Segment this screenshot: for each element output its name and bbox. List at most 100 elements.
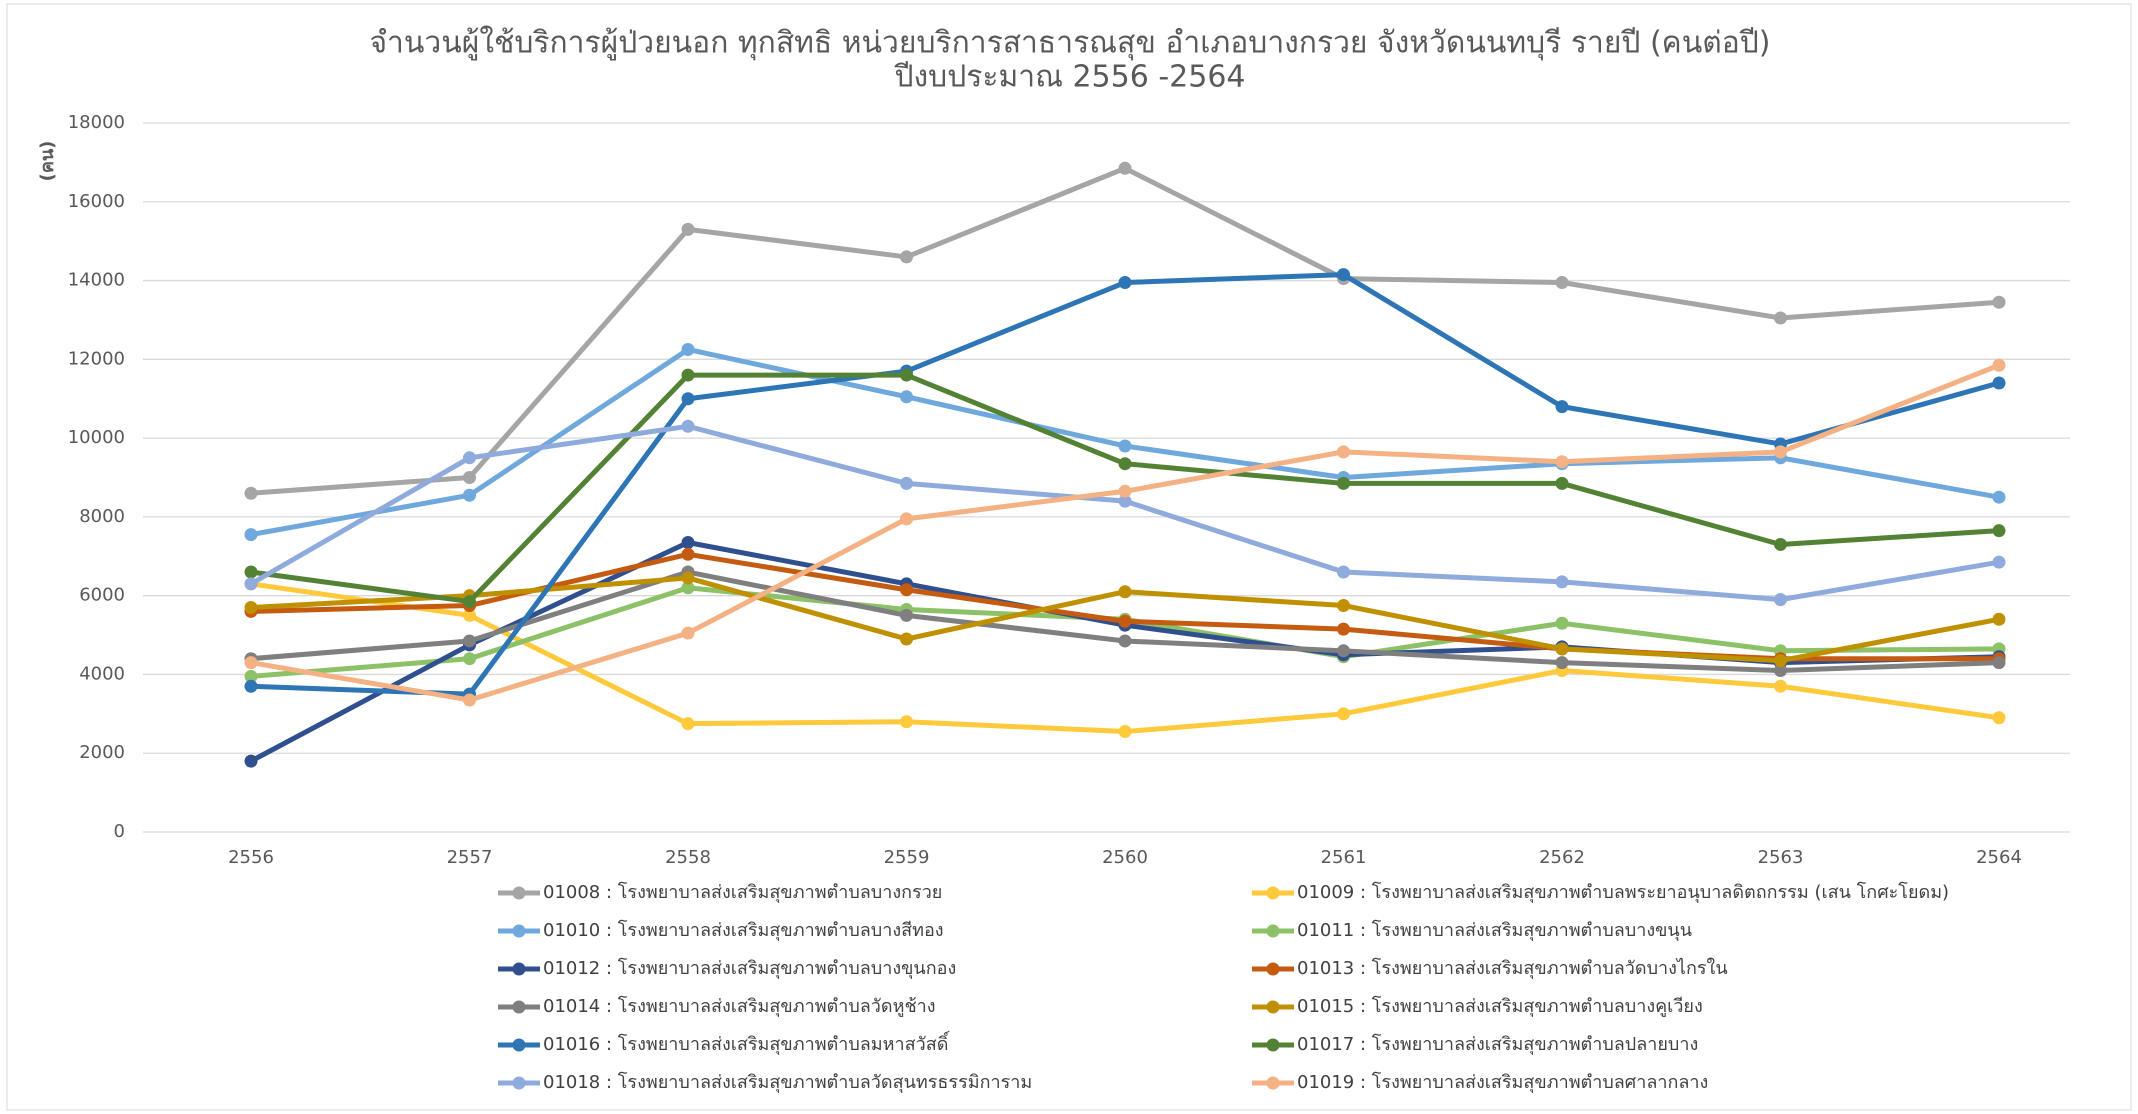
data-point — [463, 693, 476, 707]
data-point — [1555, 656, 1569, 670]
data-point — [681, 571, 695, 585]
x-tick-label: 2557 — [447, 847, 493, 868]
y-tick-label: 0 — [114, 821, 125, 842]
legend-marker — [512, 886, 526, 900]
data-point — [681, 535, 695, 549]
legend-label: 01012 : โรงพยาบาลส่งเสริมสุขภาพตำบลบางขุ… — [543, 957, 956, 979]
x-tick-label: 2561 — [1321, 847, 1367, 868]
data-point — [1118, 161, 1132, 175]
data-point — [1118, 439, 1132, 453]
data-point — [1555, 276, 1569, 290]
data-point — [1337, 565, 1350, 579]
data-point — [900, 608, 913, 622]
chart-title: จำนวนผู้ใช้บริการผู้ป่วยนอก ทุกสิทธิ หน่… — [369, 26, 1770, 62]
x-tick-label: 2564 — [1976, 847, 2022, 868]
legend-marker — [512, 924, 526, 938]
data-point — [1337, 599, 1350, 613]
data-point — [1555, 575, 1569, 589]
x-tick-label: 2563 — [1758, 847, 1804, 868]
data-point — [1337, 476, 1350, 490]
data-point — [681, 547, 695, 561]
data-point — [463, 652, 476, 666]
y-tick-label: 2000 — [79, 742, 125, 763]
data-point — [244, 679, 258, 693]
legend-label: 01019 : โรงพยาบาลส่งเสริมสุขภาพตำบลศาลาก… — [1297, 1071, 1708, 1093]
y-tick-label: 10000 — [68, 427, 125, 448]
data-point — [244, 486, 258, 500]
data-point — [1992, 376, 2006, 390]
data-point — [244, 656, 258, 670]
legend-label: 01011 : โรงพยาบาลส่งเสริมสุขภาพตำบลบางขน… — [1297, 919, 1692, 941]
data-point — [1774, 311, 1787, 325]
data-point — [244, 565, 258, 579]
data-point — [1337, 622, 1350, 636]
data-point — [681, 626, 695, 640]
data-point — [1774, 537, 1787, 551]
data-point — [1118, 457, 1132, 471]
legend-marker — [1266, 924, 1280, 938]
data-point — [1992, 612, 2006, 626]
y-tick-label: 6000 — [79, 585, 125, 606]
data-point — [681, 581, 695, 595]
data-point — [1337, 644, 1350, 658]
data-point — [1992, 524, 2006, 538]
data-point — [1774, 664, 1787, 678]
chart-subtitle: ปีงบประมาณ 2556 -2564 — [894, 60, 1246, 95]
data-point — [1118, 725, 1132, 739]
chart-border — [6, 3, 2132, 1111]
data-point — [1992, 555, 2006, 569]
data-point — [244, 669, 258, 683]
y-tick-label: 14000 — [68, 270, 125, 291]
data-point — [1992, 656, 2006, 670]
data-point — [681, 342, 695, 356]
data-point — [244, 600, 258, 614]
legend-marker — [512, 1038, 526, 1052]
legend-label: 01016 : โรงพยาบาลส่งเสริมสุขภาพตำบลมหาสว… — [543, 1030, 950, 1055]
x-tick-label: 2556 — [228, 847, 274, 868]
data-point — [1555, 476, 1569, 490]
y-tick-label: 8000 — [79, 506, 125, 527]
data-point — [681, 222, 695, 236]
legend-marker — [512, 962, 526, 976]
data-point — [900, 512, 913, 526]
data-point — [1774, 445, 1787, 459]
data-point — [463, 634, 476, 648]
data-point — [1337, 268, 1350, 282]
data-point — [463, 488, 476, 502]
data-point — [900, 390, 913, 404]
y-tick-label: 18000 — [68, 112, 125, 133]
data-point — [463, 471, 476, 484]
data-point — [900, 583, 913, 597]
data-point — [1118, 494, 1132, 508]
y-tick-label: 12000 — [68, 348, 125, 369]
data-point — [1337, 445, 1350, 459]
legend-label: 01015 : โรงพยาบาลส่งเสริมสุขภาพตำบลบางคู… — [1297, 995, 1703, 1017]
data-point — [1118, 585, 1132, 599]
legend-label: 01014 : โรงพยาบาลส่งเสริมสุขภาพตำบลวัดหู… — [543, 995, 936, 1017]
data-point — [1337, 707, 1350, 721]
data-point — [244, 577, 258, 591]
data-point — [1774, 679, 1787, 693]
legend-label: 01017 : โรงพยาบาลส่งเสริมสุขภาพตำบลปลายบ… — [1297, 1033, 1698, 1055]
data-point — [1118, 614, 1132, 628]
data-point — [900, 250, 913, 264]
data-point — [1118, 484, 1132, 498]
legend-label: 01009 : โรงพยาบาลส่งเสริมสุขภาพตำบลพระยา… — [1297, 881, 1949, 903]
data-point — [900, 476, 913, 490]
legend-marker — [512, 1000, 526, 1014]
x-tick-label: 2559 — [884, 847, 930, 868]
legend-label: 01013 : โรงพยาบาลส่งเสริมสุขภาพตำบลวัดบา… — [1297, 957, 1728, 979]
x-tick-label: 2558 — [665, 847, 711, 868]
data-point — [681, 392, 695, 406]
data-point — [1992, 711, 2006, 725]
x-tick-label: 2562 — [1539, 847, 1585, 868]
legend-marker — [1266, 1000, 1280, 1014]
data-point — [681, 368, 695, 382]
data-point — [900, 368, 913, 382]
legend-marker — [1266, 962, 1280, 976]
x-tick-label: 2560 — [1102, 847, 1148, 868]
data-point — [463, 608, 476, 622]
data-point — [1555, 455, 1569, 469]
data-point — [244, 528, 258, 542]
